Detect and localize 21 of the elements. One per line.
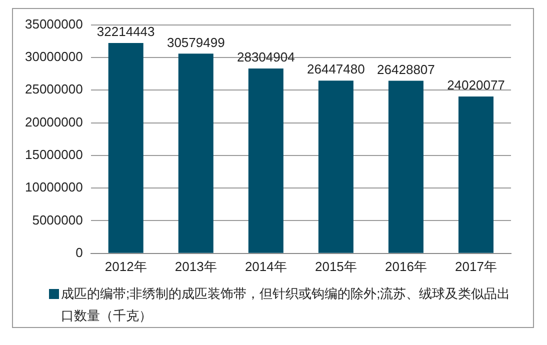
y-tick-label: 25000000 — [24, 82, 83, 97]
y-tick-label: 0 — [76, 244, 83, 260]
legend-label: 成匹的编带;非绣制的成匹装饰带，但针织或钩编的除外;流苏、绒球及类似品出口数量（千克） — [61, 285, 512, 325]
data-label: 26447480 — [307, 62, 365, 77]
data-label: 26428807 — [377, 62, 435, 77]
x-tick-label: 2017年 — [455, 258, 497, 274]
y-tick-label: 20000000 — [24, 114, 83, 130]
data-label: 24020077 — [447, 78, 505, 93]
y-tick-label: 30000000 — [24, 49, 83, 64]
x-tick-label: 2015年 — [314, 258, 357, 274]
data-label: 28304904 — [236, 50, 295, 65]
data-label: 32214443 — [96, 24, 155, 40]
y-tick-label: 35000000 — [24, 16, 83, 32]
x-tick-label: 2013年 — [174, 258, 217, 274]
y-tick-label: 5000000 — [32, 212, 83, 228]
x-tick-label: 2012年 — [104, 258, 147, 274]
data-label: 30579499 — [166, 34, 225, 50]
y-tick-label: 15000000 — [24, 147, 83, 162]
x-tick-label: 2014年 — [244, 258, 287, 274]
x-tick-label: 2016年 — [385, 258, 427, 274]
y-tick-label: 10000000 — [24, 180, 83, 195]
